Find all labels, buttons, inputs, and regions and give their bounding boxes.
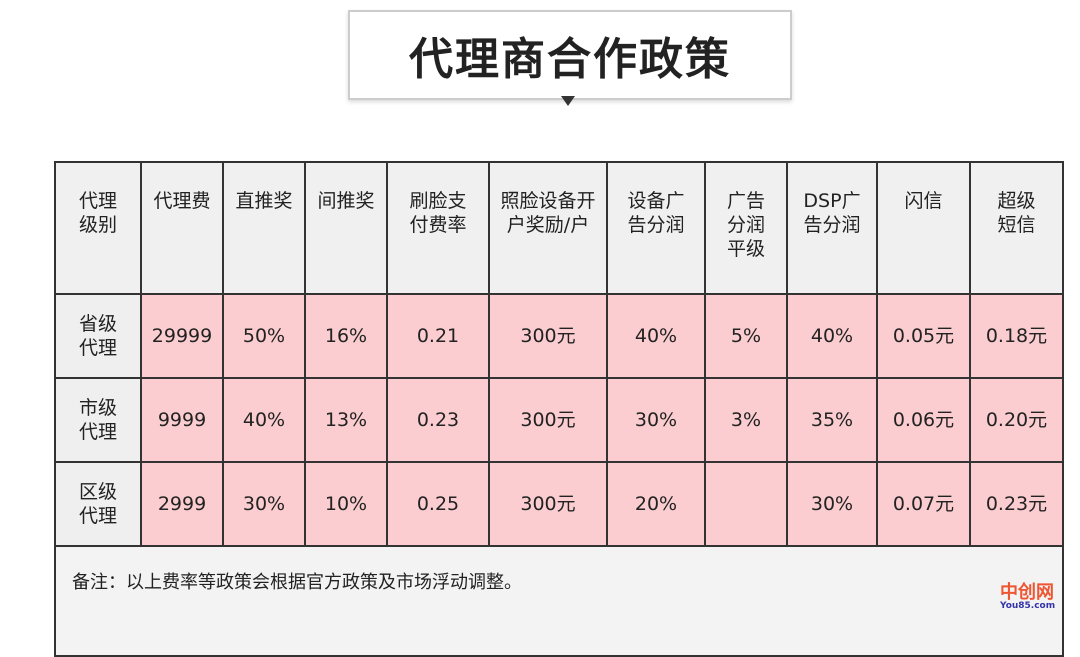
data-cell: 0.06元 xyxy=(876,377,971,463)
data-cell: 0.25 xyxy=(386,461,490,547)
header-cell: 代理 级别 xyxy=(54,161,142,295)
data-cell: 30% xyxy=(606,377,706,463)
data-cell: 20% xyxy=(606,461,706,547)
data-cell: 29999 xyxy=(140,293,224,379)
header-cell: 超级 短信 xyxy=(969,161,1064,295)
note-text: 备注：以上费率等政策会根据官方政策及市场浮动调整。 xyxy=(54,545,1064,657)
data-cell: 300元 xyxy=(488,461,608,547)
header-cell: 广告 分润 平级 xyxy=(704,161,788,295)
header-cell: 设备广 告分润 xyxy=(606,161,706,295)
data-cell: 40% xyxy=(222,377,306,463)
data-cell xyxy=(704,461,788,547)
data-cell: 5% xyxy=(704,293,788,379)
level-cell: 省级 代理 xyxy=(54,293,142,379)
data-cell: 10% xyxy=(304,461,388,547)
header-cell: 刷脸支 付费率 xyxy=(386,161,490,295)
policy-table: 代理 级别 代理费 直推奖 间推奖 刷脸支 付费率 照脸设备开 户奖励/户 设备广 告分润广… xyxy=(54,161,1064,657)
data-cell: 0.20元 xyxy=(969,377,1064,463)
header-cell: 直推奖 xyxy=(222,161,306,295)
data-cell: 300元 xyxy=(488,293,608,379)
data-cell: 40% xyxy=(786,293,878,379)
data-cell: 35% xyxy=(786,377,878,463)
data-cell: 0.23元 xyxy=(969,461,1064,547)
page-title: 代理商合作政策 xyxy=(348,10,792,100)
table-row: 省级 代理 29999 50% 16% 0.21 300元 40% 5% 40% 0.05元 0.1… xyxy=(54,293,1064,379)
header-cell: 闪信 xyxy=(876,161,971,295)
data-cell: 0.07元 xyxy=(876,461,971,547)
level-cell: 市级 代理 xyxy=(54,377,142,463)
header-row: 代理 级别 代理费 直推奖 间推奖 刷脸支 付费率 照脸设备开 户奖励/户 设备广 告分润广… xyxy=(54,161,1064,295)
data-cell: 9999 xyxy=(140,377,224,463)
table-row: 区级 代理 2999 30% 10% 0.25 300元 20% 30% 0.07元 0.23元 xyxy=(54,461,1064,547)
header-cell: DSP广 告分润 xyxy=(786,161,878,295)
data-cell: 30% xyxy=(222,461,306,547)
data-cell: 300元 xyxy=(488,377,608,463)
data-cell: 0.21 xyxy=(386,293,490,379)
header-cell: 照脸设备开 户奖励/户 xyxy=(488,161,608,295)
table-row: 市级 代理 9999 40% 13% 0.23 300元 30% 3% 35% 0.06元 0.20… xyxy=(54,377,1064,463)
data-cell: 30% xyxy=(786,461,878,547)
data-cell: 0.05元 xyxy=(876,293,971,379)
data-cell: 0.18元 xyxy=(969,293,1064,379)
data-cell: 0.23 xyxy=(386,377,490,463)
watermark-text: 中创网 xyxy=(1000,582,1054,603)
note-row: 备注：以上费率等政策会根据官方政策及市场浮动调整。 xyxy=(54,545,1064,657)
header-cell: 间推奖 xyxy=(304,161,388,295)
watermark-sub: You85.com xyxy=(1000,601,1056,611)
header-cell: 代理费 xyxy=(140,161,224,295)
watermark-logo: 中创网 You85.com xyxy=(1000,578,1055,611)
data-cell: 50% xyxy=(222,293,306,379)
data-cell: 16% xyxy=(304,293,388,379)
data-cell: 13% xyxy=(304,377,388,463)
data-cell: 40% xyxy=(606,293,706,379)
data-cell: 3% xyxy=(704,377,788,463)
triangle-down-icon xyxy=(561,96,575,106)
data-cell: 2999 xyxy=(140,461,224,547)
level-cell: 区级 代理 xyxy=(54,461,142,547)
